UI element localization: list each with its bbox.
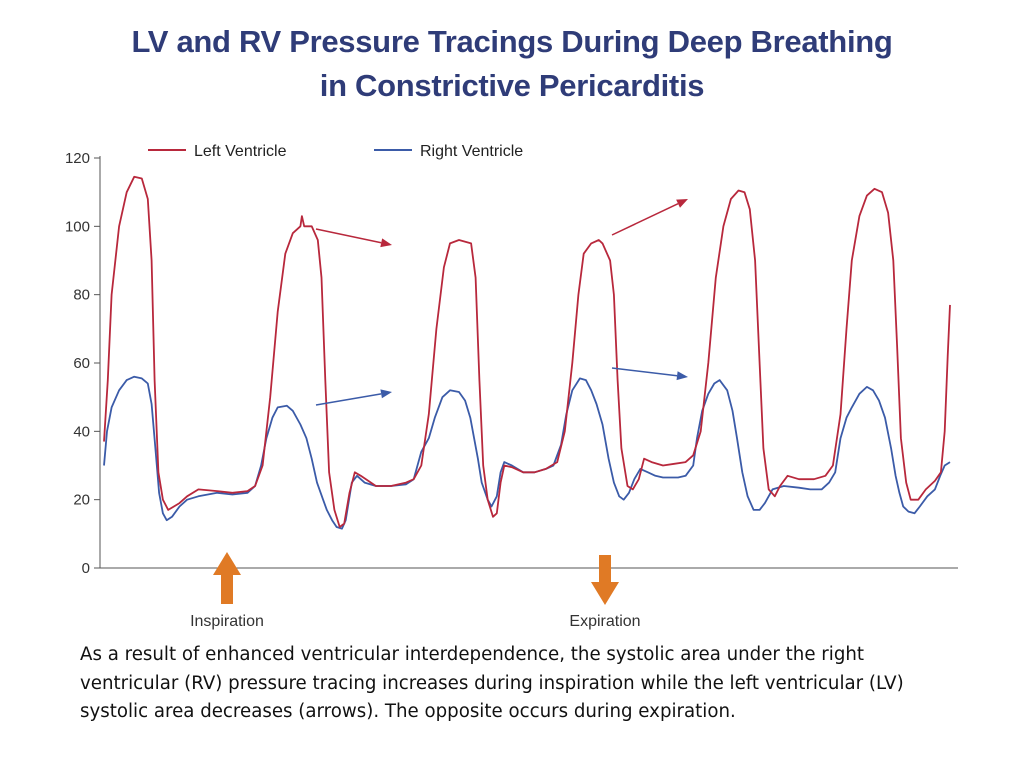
expiration-label: Expiration (569, 613, 640, 630)
series-lines (103, 175, 951, 530)
expiration-down-arrow-icon (591, 555, 619, 605)
left-ventricle-line (103, 175, 951, 528)
pressure-chart: 0 20 40 60 80 100 120 Left Ventricle Right Ven… (65, 143, 958, 630)
y-tick-label: 20 (73, 492, 90, 509)
y-tick-label: 40 (73, 423, 90, 440)
phase-markers: Inspiration Expiration (190, 552, 641, 630)
y-tick-label: 120 (65, 150, 90, 167)
figure-caption: As a result of enhanced ventricular inte… (80, 644, 904, 722)
annotation-arrow-icon (611, 367, 688, 381)
annotation-arrow-icon (315, 389, 392, 406)
right-ventricle-line (103, 375, 951, 530)
legend-label-left-ventricle: Left Ventricle (194, 143, 287, 160)
chart-title-line-1: LV and RV Pressure Tracings During Deep … (131, 24, 893, 59)
annotation-arrow-icon (315, 228, 392, 248)
annotation-arrow-icon (611, 199, 688, 236)
inspiration-label: Inspiration (190, 613, 264, 630)
inspiration-up-arrow-icon (213, 552, 241, 604)
y-tick-label: 60 (73, 355, 90, 372)
y-tick-label: 80 (73, 287, 90, 304)
legend-label-right-ventricle: Right Ventricle (420, 143, 523, 160)
chart-title-line-2: in Constrictive Pericarditis (319, 68, 705, 103)
y-tick-label: 0 (82, 560, 90, 577)
chart-axes: 0 20 40 60 80 100 120 (65, 150, 958, 577)
y-tick-label: 100 (65, 218, 90, 235)
chart-legend: Left Ventricle Right Ventricle (148, 143, 523, 160)
annotation-arrows (315, 199, 688, 406)
